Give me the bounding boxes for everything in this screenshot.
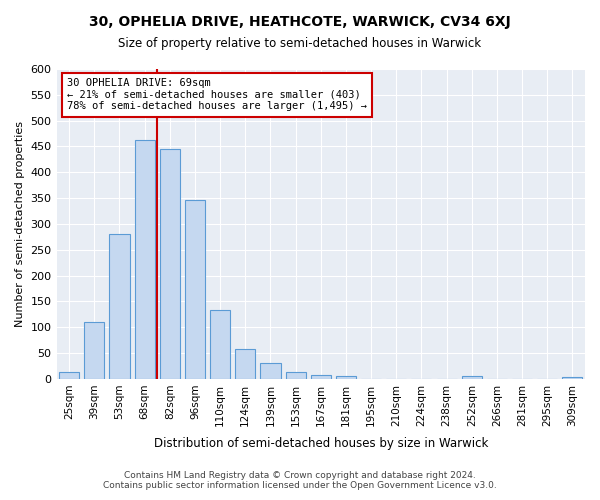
Bar <box>84 322 104 379</box>
Text: 30, OPHELIA DRIVE, HEATHCOTE, WARWICK, CV34 6XJ: 30, OPHELIA DRIVE, HEATHCOTE, WARWICK, C… <box>89 15 511 29</box>
Y-axis label: Number of semi-detached properties: Number of semi-detached properties <box>15 121 25 327</box>
Bar <box>260 364 281 379</box>
Bar <box>134 140 155 379</box>
Bar <box>185 200 205 379</box>
X-axis label: Distribution of semi-detached houses by size in Warwick: Distribution of semi-detached houses by … <box>154 437 488 450</box>
Bar <box>210 310 230 379</box>
Bar <box>59 372 79 379</box>
Text: Contains HM Land Registry data © Crown copyright and database right 2024.
Contai: Contains HM Land Registry data © Crown c… <box>103 470 497 490</box>
Bar <box>461 376 482 379</box>
Text: Size of property relative to semi-detached houses in Warwick: Size of property relative to semi-detach… <box>118 38 482 51</box>
Bar <box>160 149 180 379</box>
Bar <box>109 234 130 379</box>
Bar <box>286 372 305 379</box>
Text: 30 OPHELIA DRIVE: 69sqm
← 21% of semi-detached houses are smaller (403)
78% of s: 30 OPHELIA DRIVE: 69sqm ← 21% of semi-de… <box>67 78 367 112</box>
Bar <box>311 375 331 379</box>
Bar <box>235 350 256 379</box>
Bar <box>336 376 356 379</box>
Bar <box>562 378 583 379</box>
